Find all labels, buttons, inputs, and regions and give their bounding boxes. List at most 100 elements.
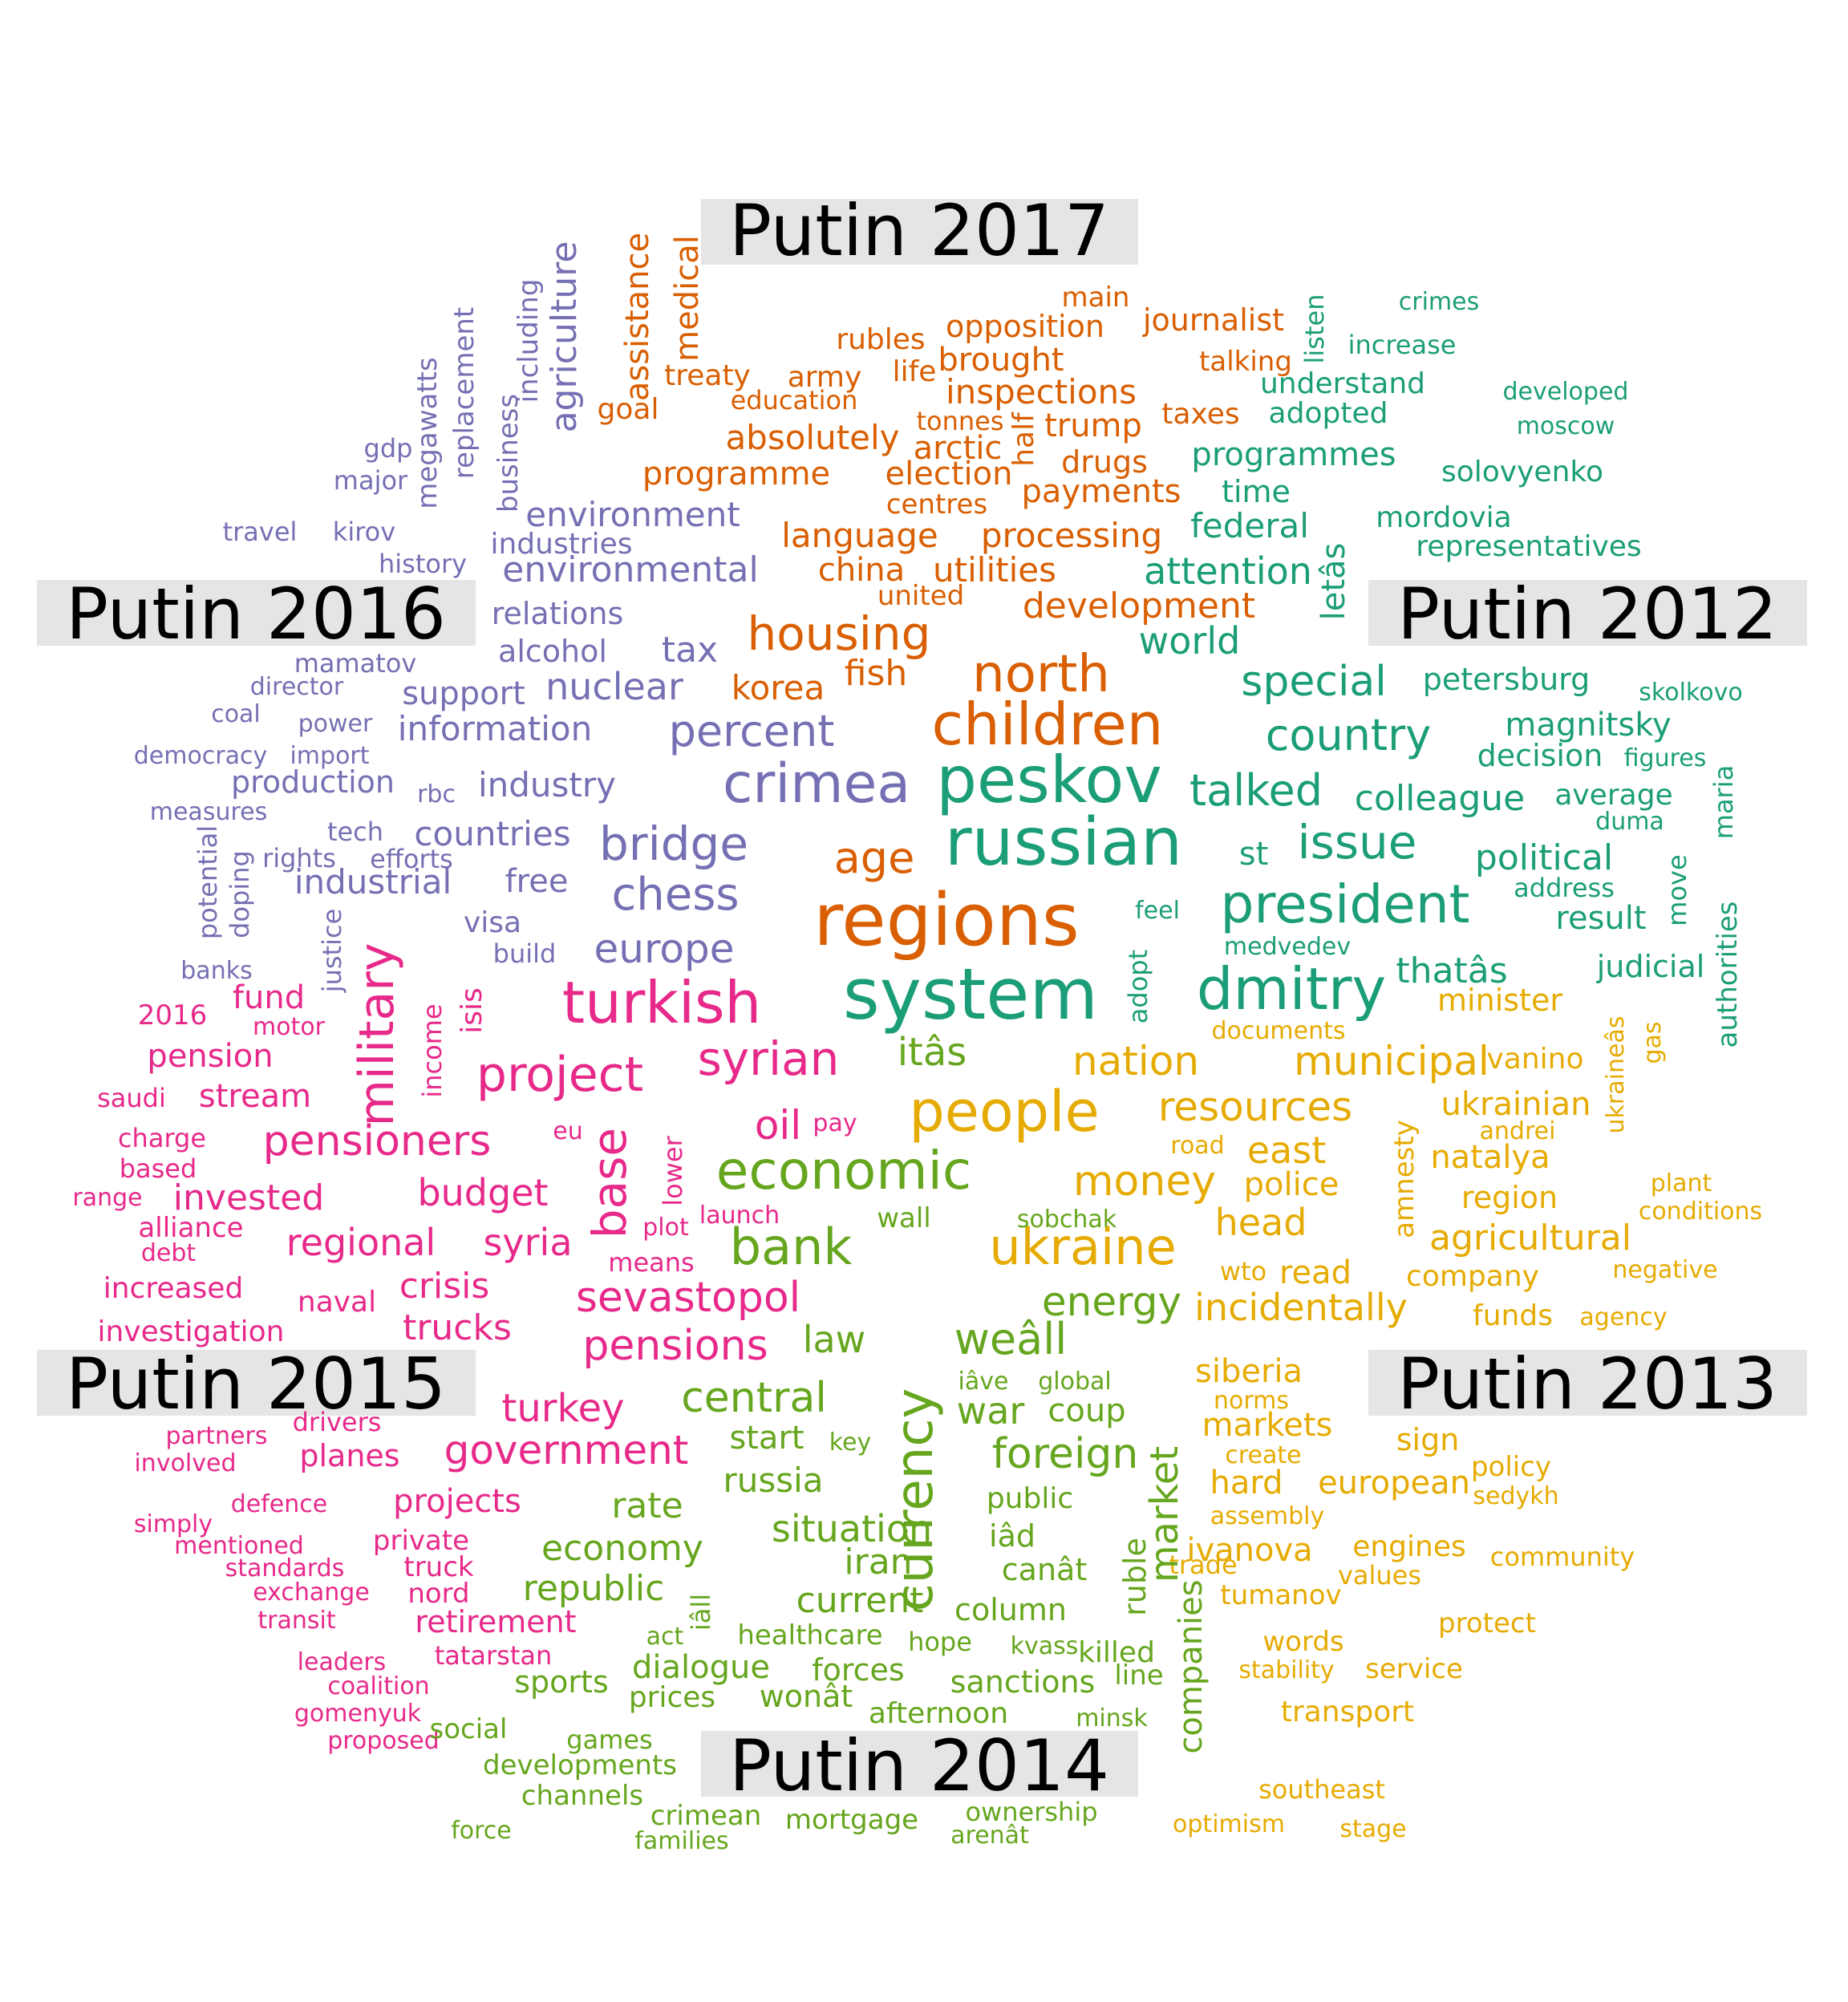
word-2014-26: ruble (1117, 1538, 1153, 1616)
word-2016-43: build (493, 938, 557, 969)
word-2013-29: agency (1579, 1303, 1667, 1331)
word-2015-28: plot (642, 1214, 689, 1242)
word-2016-40: chess (611, 869, 739, 921)
word-2013-8: ukrainian (1441, 1086, 1591, 1123)
word-2014-15: start (729, 1420, 804, 1457)
word-2015-56: coalition (327, 1672, 429, 1700)
word-2013-49: service (1365, 1653, 1463, 1685)
putin-2013-label: Putin 2013 (1397, 1343, 1777, 1425)
word-2016-34: potential (192, 825, 223, 939)
word-2017-36: age (834, 833, 915, 883)
word-2014-52: ownership (965, 1797, 1097, 1827)
word-2016-0: including (513, 279, 545, 403)
word-2016-6: major (334, 465, 408, 496)
word-2015-10: saudi (97, 1083, 166, 1113)
word-2017-28: utilities (933, 550, 1056, 590)
word-2012-23: figures (1624, 744, 1707, 772)
word-2015-12: oil (755, 1102, 801, 1149)
word-2014-8: weâll (954, 1314, 1067, 1364)
word-2014-34: kvass (1011, 1632, 1079, 1660)
word-2017-24: centres (886, 488, 987, 521)
putin-2017-label: Putin 2017 (729, 189, 1109, 272)
word-2012-36: president (1220, 873, 1469, 935)
word-2012-5: adopted (1269, 397, 1388, 430)
word-2016-29: crimea (723, 752, 910, 816)
word-2013-46: protect (1438, 1607, 1536, 1639)
word-2014-30: column (954, 1592, 1067, 1627)
word-2015-33: sevastopol (576, 1274, 800, 1322)
word-2017-5: opposition (946, 309, 1104, 344)
word-2016-10: industries (490, 528, 632, 561)
word-2017-35: children (932, 691, 1164, 758)
word-2013-31: norms (1214, 1387, 1289, 1415)
word-2016-28: industry (478, 765, 616, 804)
word-2016-33: bridge (599, 817, 748, 871)
word-2017-9: army (788, 361, 862, 394)
word-2014-0: itâs (898, 1030, 967, 1075)
word-2017-13: education (731, 385, 858, 415)
word-2015-47: private (373, 1525, 469, 1557)
putin-2016-label-box (37, 580, 476, 646)
word-2013-26: negative (1612, 1256, 1717, 1284)
putin-2014-label-box (701, 1731, 1138, 1797)
word-2014-41: sanctions (950, 1664, 1096, 1700)
word-2013-51: southeast (1258, 1774, 1385, 1805)
word-2016-7: environment (525, 495, 740, 534)
word-2015-29: means (608, 1247, 694, 1278)
word-2014-29: current (796, 1580, 924, 1621)
word-2012-28: duma (1595, 808, 1664, 836)
word-2014-16: key (829, 1429, 872, 1457)
word-2013-40: ivanova (1186, 1532, 1312, 1569)
word-2015-3: turkish (562, 969, 761, 1036)
word-2017-33: north (972, 645, 1110, 704)
word-2014-31: act (646, 1623, 684, 1651)
word-2014-40: sports (514, 1664, 609, 1700)
word-2014-2: wall (877, 1202, 931, 1234)
word-2013-13: east (1247, 1129, 1327, 1172)
word-2017-34: korea (732, 668, 825, 707)
word-2017-6: brought (938, 342, 1064, 379)
word-2017-0: assistance (619, 233, 656, 401)
word-2016-27: rbc (417, 780, 456, 808)
word-2015-54: leaders (298, 1648, 387, 1676)
putin-2015-label-box (37, 1350, 476, 1416)
putin-2012-label-box (1368, 580, 1807, 646)
word-2017-11: inspections (946, 372, 1137, 411)
word-2017-1: medical (669, 235, 706, 362)
word-2017-18: absolutely (725, 418, 899, 457)
word-2017-7: talking (1199, 346, 1292, 378)
word-2013-7: resources (1158, 1084, 1352, 1130)
word-2013-0: documents (1212, 1017, 1346, 1045)
word-2014-21: situation (772, 1507, 932, 1550)
word-2013-48: stability (1238, 1656, 1334, 1684)
word-2015-49: truck (403, 1551, 474, 1583)
word-2012-2: increase (1348, 330, 1457, 360)
word-2013-52: optimism (1173, 1810, 1285, 1838)
word-2014-14: coup (1048, 1392, 1125, 1429)
word-2017-27: china (818, 552, 905, 589)
word-2013-50: transport (1281, 1696, 1414, 1728)
word-2015-14: charge (118, 1123, 206, 1153)
word-2013-34: sign (1396, 1422, 1460, 1457)
putin-2013-label-box (1368, 1350, 1807, 1416)
word-2012-42: system (843, 953, 1098, 1035)
word-2015-52: transit (257, 1607, 335, 1635)
word-2015-40: involved (134, 1449, 236, 1477)
word-2012-1: crimes (1399, 288, 1479, 316)
word-2012-33: move (1662, 854, 1692, 926)
word-2012-17: petersburg (1423, 662, 1590, 697)
word-2014-25: canât (1002, 1552, 1087, 1587)
word-2015-13: pay (813, 1109, 857, 1137)
word-2017-16: trump (1044, 407, 1142, 444)
word-2015-7: pension (147, 1038, 273, 1075)
word-2013-16: money (1073, 1157, 1216, 1206)
word-2017-21: programme (642, 456, 830, 492)
word-2014-48: developments (483, 1749, 677, 1781)
word-2015-57: gomenyuk (294, 1700, 422, 1728)
word-2014-17: foreign (992, 1430, 1139, 1478)
word-2014-18: russia (723, 1461, 823, 1500)
word-2012-38: authorities (1712, 902, 1744, 1048)
word-2015-38: partners (166, 1422, 268, 1450)
word-2014-38: forces (812, 1652, 904, 1688)
